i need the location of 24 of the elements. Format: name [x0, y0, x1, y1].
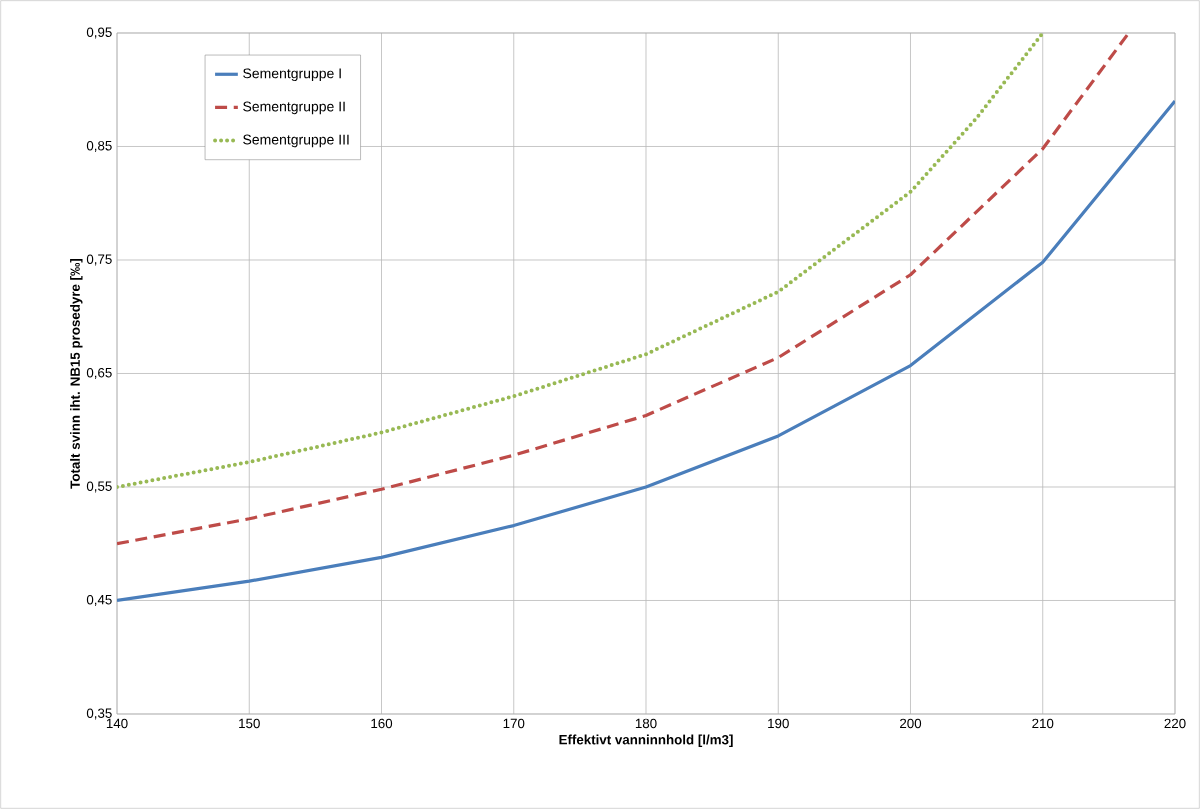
y-tick-label: 0,45	[86, 594, 112, 606]
legend-label: Sementgruppe II	[243, 101, 345, 115]
y-tick-label: 0,75	[86, 254, 112, 266]
x-tick-label: 170	[503, 718, 525, 729]
legend-label: Sementgruppe I	[243, 68, 341, 82]
x-axis-title: Effektivt vanninnhold [l/m3]	[559, 734, 733, 748]
legend-label: Sementgruppe III	[243, 134, 349, 148]
x-tick-label: 140	[106, 718, 128, 729]
y-tick-label: 0,65	[86, 367, 112, 380]
line-series	[117, 32, 1131, 546]
y-tick-label: 0,35	[86, 708, 112, 720]
line-series	[117, 32, 1045, 489]
line-series	[117, 99, 1175, 603]
y-tick-label: 0,85	[86, 140, 112, 153]
x-tick-label: 150	[239, 718, 260, 729]
x-tick-label: 180	[635, 718, 657, 729]
x-tick-label: 160	[371, 718, 393, 729]
y-tick-label: 0,95	[86, 27, 112, 39]
x-tick-label: 190	[768, 718, 789, 729]
y-axis-title: Totalt svinn iht. NB15 prosedyre [‰]	[70, 258, 83, 489]
y-tick-label: 0,55	[86, 481, 112, 493]
x-tick-label: 210	[1032, 718, 1054, 729]
x-tick-label: 200	[900, 718, 922, 729]
x-tick-label: 220	[1164, 718, 1186, 729]
